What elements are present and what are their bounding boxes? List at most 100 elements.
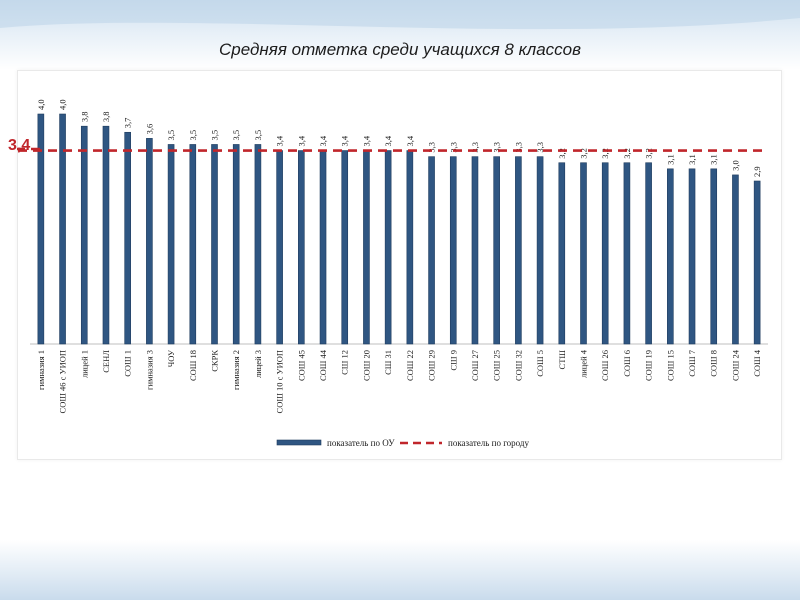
bar — [732, 174, 739, 345]
value-label: 4,0 — [36, 99, 46, 110]
bar — [124, 131, 131, 345]
value-label: 3,3 — [427, 142, 437, 153]
bar — [254, 144, 262, 345]
bar — [37, 113, 45, 345]
bar-chart: 4,0 гимназия 1 4,0 СОШ 46 с УИОП 3,8 лицей 1 3… — [18, 99, 768, 448]
city-average-label: 3,4 — [8, 137, 31, 154]
bar — [80, 125, 88, 345]
bar — [298, 150, 305, 345]
category-label: СОШ 18 — [188, 350, 198, 381]
value-label: 3,5 — [210, 130, 220, 141]
bar — [146, 138, 153, 345]
value-label: 3,2 — [600, 148, 610, 159]
chart-frame: 4,0 гимназия 1 4,0 СОШ 46 с УИОП 3,8 лицей 1 3… — [17, 70, 782, 460]
value-label: 3,5 — [231, 130, 241, 141]
value-label: 2,9 — [752, 166, 762, 177]
value-label: 3,4 — [383, 135, 393, 146]
category-label: СОШ 20 — [361, 350, 371, 381]
category-label: СОШ 7 — [687, 350, 697, 377]
bar — [710, 168, 718, 345]
category-label: СОШ 45 — [296, 350, 306, 381]
value-label: 3,4 — [405, 135, 415, 146]
bar — [688, 168, 696, 345]
category-label: СОШ 26 — [600, 350, 610, 381]
category-label: СШ 31 — [383, 350, 393, 375]
bar — [428, 156, 435, 345]
value-label: 3,4 — [340, 135, 350, 146]
category-label: СОШ 1 — [123, 350, 133, 377]
bar — [102, 125, 110, 345]
category-label: СОШ 10 с УИОП — [275, 350, 285, 413]
category-label: СТШ — [557, 350, 567, 370]
value-label: 3,3 — [492, 142, 502, 153]
bar — [363, 150, 370, 345]
bar — [471, 156, 479, 345]
value-label: 3,2 — [622, 148, 632, 159]
slide-title: Средняя отметка среди учащихся 8 классов — [219, 40, 581, 59]
value-label: 3,3 — [448, 142, 458, 153]
bar — [341, 150, 349, 345]
category-label: лицей 3 — [253, 350, 263, 378]
category-label: СКРК — [210, 350, 220, 372]
value-label: 3,2 — [557, 148, 567, 159]
bar — [449, 156, 457, 345]
category-label: лицей 4 — [579, 349, 589, 378]
bar — [536, 156, 544, 345]
category-label: СОШ 46 с УИОП — [58, 350, 68, 413]
value-label: 3,0 — [730, 160, 740, 171]
value-label: 3,7 — [123, 118, 133, 129]
bar — [59, 113, 66, 345]
bar — [211, 144, 218, 345]
slide-footer-background — [0, 540, 800, 600]
value-label: 3,8 — [79, 112, 89, 123]
category-label: СОШ 32 — [513, 350, 523, 381]
bar — [493, 156, 500, 345]
bar — [276, 150, 283, 345]
value-label: 3,6 — [144, 124, 154, 135]
bar — [580, 162, 587, 345]
value-label: 3,4 — [275, 135, 285, 146]
category-label: СОШ 25 — [492, 350, 502, 381]
legend-line-label: показатель по городу — [448, 438, 529, 448]
category-label: гимназия 2 — [231, 350, 241, 390]
category-label: СОШ 8 — [709, 350, 719, 377]
value-label: 3,5 — [166, 130, 176, 141]
value-label: 3,3 — [470, 142, 480, 153]
category-label: СОШ 15 — [665, 350, 675, 381]
category-label: СШ 9 — [448, 350, 458, 371]
bar — [232, 144, 240, 345]
value-label: 4,0 — [58, 99, 68, 110]
bar — [319, 150, 327, 345]
bar — [667, 168, 674, 345]
bar — [601, 162, 609, 345]
category-label: гимназия 1 — [36, 350, 46, 390]
category-label: СОШ 22 — [405, 350, 415, 381]
bar — [623, 162, 631, 345]
value-label: 3,4 — [296, 135, 306, 146]
legend-bar-swatch — [276, 439, 322, 446]
category-label: СОШ 29 — [427, 350, 437, 381]
bar — [167, 144, 175, 345]
value-label: 3,4 — [361, 135, 371, 146]
bar — [558, 162, 566, 345]
value-label: 3,2 — [644, 148, 654, 159]
value-label: 3,3 — [513, 142, 523, 153]
legend-bar-label: показатель по ОУ — [327, 438, 395, 448]
bar — [189, 144, 197, 345]
bar — [645, 162, 652, 345]
value-label: 3,8 — [101, 112, 111, 123]
category-label: СШ 12 — [340, 350, 350, 375]
category-label: ЧОУ — [166, 349, 176, 367]
value-label: 3,2 — [579, 148, 589, 159]
category-label: СОШ 5 — [535, 350, 545, 377]
category-label: СОШ 19 — [644, 350, 654, 381]
category-label: СОШ 4 — [752, 349, 762, 377]
value-label: 3,5 — [253, 130, 263, 141]
bar — [406, 150, 414, 345]
category-label: СЕНЛ — [101, 350, 111, 373]
category-label: лицей 1 — [79, 350, 89, 378]
category-label: СОШ 44 — [318, 349, 328, 381]
bar — [384, 150, 392, 345]
bar — [753, 180, 761, 345]
category-label: СОШ 27 — [470, 350, 480, 381]
